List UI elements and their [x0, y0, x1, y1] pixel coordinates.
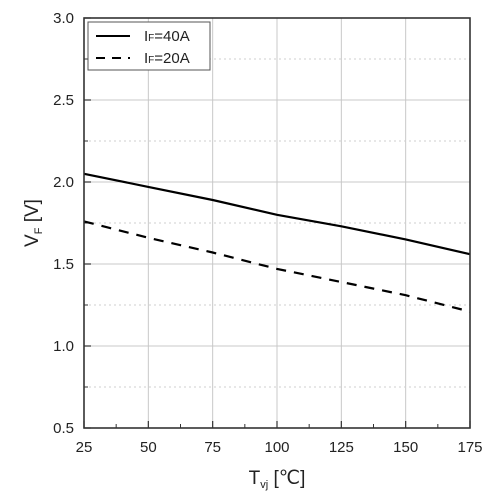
x-axis-label: Tvj [℃]	[249, 468, 306, 491]
y-axis-label-sub: F	[33, 227, 45, 234]
x-tick-labels: 25 50 75 100 125 150 175	[76, 439, 483, 456]
legend-label-rest: =40A	[154, 28, 189, 45]
y-axis-label-unit: [V]	[22, 199, 43, 228]
legend-label-main: I	[144, 50, 148, 67]
x-tick-label: 75	[204, 439, 221, 456]
y-tick-label: 2.0	[53, 174, 74, 191]
x-tick-label: 150	[393, 439, 418, 456]
legend-box	[87, 21, 211, 71]
x-tick-label: 100	[264, 439, 289, 456]
plot-frame	[83, 17, 471, 429]
legend-label-if-20a: IF=20A	[144, 50, 190, 67]
legend: IF=40A IF=20A	[87, 21, 211, 71]
x-tick-label: 50	[140, 439, 157, 456]
y-axis-label-main: V	[22, 234, 43, 247]
y-tick-label: 2.5	[53, 92, 74, 109]
series-lines	[83, 172, 471, 313]
legend-label-if-40a: IF=40A	[144, 28, 190, 45]
x-axis-label-sub: vj	[260, 479, 268, 491]
y-tick-label: 0.5	[53, 420, 74, 437]
series-line-if-20a	[83, 220, 471, 313]
legend-label-sub: F	[148, 33, 154, 44]
x-axis-label-unit: [℃]	[268, 468, 305, 489]
x-tick-label: 25	[76, 439, 93, 456]
legend-label-main: I	[144, 28, 148, 45]
legend-label-sub: F	[148, 55, 154, 66]
y-tick-labels: 0.5 1.0 1.5 2.0 2.5 3.0	[53, 10, 74, 437]
y-axis-label: VF [V]	[22, 199, 45, 247]
legend-label-rest: =20A	[154, 50, 189, 67]
x-axis-label-main: T	[249, 468, 261, 489]
y-tick-label: 1.0	[53, 338, 74, 355]
series-line-if-40a	[83, 172, 471, 256]
x-tick-label: 125	[329, 439, 354, 456]
x-tick-label: 175	[457, 439, 482, 456]
grid	[83, 17, 471, 429]
y-tick-label: 1.5	[53, 256, 74, 273]
y-tick-label: 3.0	[53, 10, 74, 27]
